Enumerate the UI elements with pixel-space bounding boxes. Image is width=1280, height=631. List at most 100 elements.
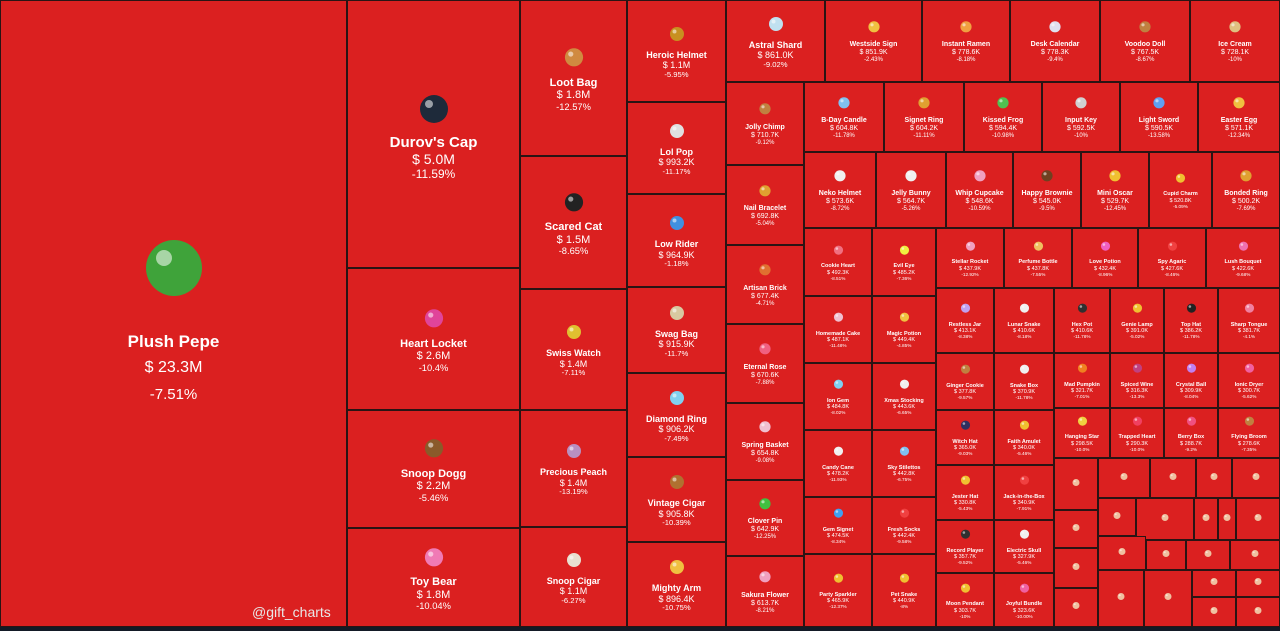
treemap-tile[interactable]: Desk Calendar $ 778.3K -9.4% — [1010, 0, 1100, 82]
treemap-tile[interactable]: Trapped Heart $ 290.3K -10.0% — [1110, 408, 1164, 458]
treemap-tile[interactable]: Crystal Ball $ 309.9K -8.04% — [1164, 353, 1218, 408]
treemap-tile-small[interactable] — [1192, 570, 1236, 597]
treemap-tile[interactable]: Light Sword $ 590.5K -13.58% — [1120, 82, 1198, 152]
treemap-tile[interactable]: Lunar Snake $ 410.6K -8.18% — [994, 288, 1054, 353]
treemap-tile[interactable]: Faith Amulet $ 340.0K -5.46% — [994, 410, 1054, 465]
treemap-tile[interactable]: Spiced Wine $ 316.3K -13.3% — [1110, 353, 1164, 408]
treemap-tile[interactable]: Cupid Charm $ 520.8K -5.09% — [1149, 152, 1212, 228]
treemap-tile[interactable]: Vintage Cigar $ 905.8K -10.39% — [627, 457, 726, 542]
treemap-tile[interactable]: Diamond Ring $ 906.2K -7.49% — [627, 373, 726, 457]
treemap-tile[interactable]: Loot Bag $ 1.8M -12.57% — [520, 0, 627, 156]
treemap-tile[interactable]: Whip Cupcake $ 548.6K -10.59% — [946, 152, 1013, 228]
treemap-tile-small[interactable] — [1218, 498, 1236, 540]
treemap-tile-small[interactable] — [1054, 548, 1098, 588]
treemap-tile[interactable]: Nail Bracelet $ 692.8K -5.04% — [726, 165, 804, 245]
treemap-tile[interactable]: Spy Agaric $ 427.6K -8.46% — [1138, 228, 1206, 288]
treemap-tile-small[interactable] — [1054, 588, 1098, 627]
treemap-tile[interactable]: Voodoo Doll $ 767.5K -8.67% — [1100, 0, 1190, 82]
treemap-tile[interactable]: Heart Locket $ 2.6M -10.4% — [347, 268, 520, 410]
treemap-tile[interactable]: Stellar Rocket $ 437.9K -12.92% — [936, 228, 1004, 288]
treemap-tile[interactable]: Signet Ring $ 604.2K -11.11% — [884, 82, 964, 152]
treemap-tile-small[interactable] — [1236, 498, 1280, 540]
treemap-tile-small[interactable] — [1236, 597, 1280, 627]
treemap-tile[interactable]: Homemade Cake $ 487.1K -11.48% — [804, 296, 872, 363]
treemap-tile[interactable]: Instant Ramen $ 778.6K -8.18% — [922, 0, 1010, 82]
treemap-tile[interactable]: Snoop Dogg $ 2.2M -5.46% — [347, 410, 520, 528]
treemap-tile-small[interactable] — [1146, 540, 1186, 570]
treemap-tile-small[interactable] — [1186, 540, 1230, 570]
treemap-tile[interactable]: Perfume Bottle $ 437.8K -7.55% — [1004, 228, 1072, 288]
treemap-tile[interactable]: Snoop Cigar $ 1.1M -6.27% — [520, 527, 627, 627]
treemap-tile[interactable]: Electric Skull $ 327.9K -5.46% — [994, 520, 1054, 573]
treemap-tile[interactable]: Ionic Dryer $ 300.7K -5.62% — [1218, 353, 1280, 408]
treemap-tile[interactable]: Fresh Socks $ 442.4K -9.58% — [872, 497, 936, 554]
treemap-tile[interactable]: Evil Eye $ 485.2K -7.36% — [872, 228, 936, 296]
treemap-tile[interactable]: Candy Cane $ 478.2K -11.93% — [804, 430, 872, 497]
treemap-tile[interactable]: Party Sparkler $ 465.9K -12.37% — [804, 554, 872, 627]
treemap-tile[interactable]: Jelly Bunny $ 564.7K -5.26% — [876, 152, 946, 228]
treemap-tile-small[interactable] — [1194, 498, 1218, 540]
treemap-tile-small[interactable] — [1098, 536, 1146, 570]
treemap-tile[interactable]: Love Potion $ 432.4K -8.96% — [1072, 228, 1138, 288]
treemap-tile[interactable]: Spring Basket $ 654.8K -9.08% — [726, 403, 804, 480]
treemap-tile[interactable]: Cookie Heart $ 492.3K -8.51% — [804, 228, 872, 296]
treemap-tile[interactable]: Mad Pumpkin $ 321.7K -7.01% — [1054, 353, 1110, 408]
treemap-tile[interactable]: Mini Oscar $ 529.7K -12.45% — [1081, 152, 1149, 228]
treemap-tile-small[interactable] — [1232, 458, 1280, 498]
treemap-tile-small[interactable] — [1098, 570, 1144, 627]
treemap-tile[interactable]: Ice Cream $ 728.1K -10% — [1190, 0, 1280, 82]
treemap-tile[interactable]: Happy Brownie $ 545.0K -9.5% — [1013, 152, 1081, 228]
treemap-tile[interactable]: Hex Pot $ 410.6K -11.78% — [1054, 288, 1110, 353]
treemap-tile[interactable]: Precious Peach $ 1.4M -13.19% — [520, 410, 627, 527]
treemap-tile[interactable]: Input Key $ 592.5K -10% — [1042, 82, 1120, 152]
treemap-tile-small[interactable] — [1150, 458, 1196, 498]
treemap-tile[interactable]: Swiss Watch $ 1.4M -7.11% — [520, 289, 627, 410]
treemap-tile[interactable]: Durov's Cap $ 5.0M -11.59% — [347, 0, 520, 268]
treemap-tile[interactable]: Clover Pin $ 642.9K -12.25% — [726, 480, 804, 556]
treemap-tile[interactable]: Pet Snake $ 440.9K -8% — [872, 554, 936, 627]
treemap-tile[interactable]: Ion Gem $ 484.8K -8.02% — [804, 363, 872, 430]
treemap-tile-small[interactable] — [1054, 458, 1098, 510]
treemap-tile[interactable]: Lol Pop $ 993.2K -11.17% — [627, 102, 726, 194]
treemap-tile[interactable]: Astral Shard $ 861.0K -9.02% — [726, 0, 825, 82]
treemap-tile[interactable]: B-Day Candle $ 604.8K -11.78% — [804, 82, 884, 152]
treemap-tile-small[interactable] — [1230, 540, 1280, 570]
treemap-tile[interactable]: Moon Pendant $ 303.7K -10% — [936, 573, 994, 627]
treemap-tile[interactable]: Ginger Cookie $ 377.8K -9.57% — [936, 353, 994, 410]
treemap-tile-small[interactable] — [1098, 498, 1136, 536]
treemap-tile[interactable]: Jolly Chimp $ 710.7K -9.12% — [726, 82, 804, 165]
treemap-tile[interactable]: Mighty Arm$ 896.4K-10.75% — [627, 542, 726, 627]
treemap-tile[interactable]: Toy Bear $ 1.8M -10.04% — [347, 528, 520, 627]
treemap-tile[interactable]: Witch Hat $ 365.0K -9.03% — [936, 410, 994, 465]
treemap-tile[interactable]: Restless Jar $ 413.1K -8.38% — [936, 288, 994, 353]
treemap-tile[interactable]: Hanging Star $ 298.5K -10.0% — [1054, 408, 1110, 458]
treemap-tile-small[interactable] — [1136, 498, 1194, 540]
treemap-tile[interactable]: Jester Hat $ 330.8K -5.43% — [936, 465, 994, 520]
treemap-tile-small[interactable] — [1196, 458, 1232, 498]
treemap-tile[interactable]: Snake Box $ 370.9K -11.78% — [994, 353, 1054, 410]
treemap-tile[interactable]: Scared Cat $ 1.5M -8.65% — [520, 156, 627, 289]
treemap-tile[interactable]: Neko Helmet $ 573.6K -8.72% — [804, 152, 876, 228]
treemap-tile[interactable]: Magic Potion $ 449.4K -4.85% — [872, 296, 936, 363]
treemap-tile[interactable]: Westside Sign $ 851.9K -2.43% — [825, 0, 922, 82]
treemap-tile[interactable]: Sharp Tongue $ 381.7K -4.1% — [1218, 288, 1280, 353]
treemap-tile[interactable]: Record Player $ 357.7K -9.52% — [936, 520, 994, 573]
treemap-tile[interactable]: Kissed Frog $ 594.4K -10.98% — [964, 82, 1042, 152]
treemap-tile[interactable]: Plush Pepe $ 23.3M -7.51% — [0, 0, 347, 627]
treemap-tile[interactable]: Bonded Ring $ 500.2K -7.69% — [1212, 152, 1280, 228]
treemap-tile-small[interactable] — [1054, 510, 1098, 548]
treemap-tile[interactable]: Heroic Helmet $ 1.1M -5.95% — [627, 0, 726, 102]
treemap-tile[interactable]: Sky Stilettos $ 442.8K -6.75% — [872, 430, 936, 497]
treemap-tile[interactable]: Easter Egg $ 571.1K -12.34% — [1198, 82, 1280, 152]
treemap-tile[interactable]: Xmas Stocking $ 443.6K -6.65% — [872, 363, 936, 430]
treemap-tile-small[interactable] — [1098, 458, 1150, 498]
treemap-tile[interactable]: Genie Lamp $ 391.0K -5.02% — [1110, 288, 1164, 353]
treemap-tile[interactable]: Swag Bag $ 915.9K -11.7% — [627, 287, 726, 373]
treemap-tile-small[interactable] — [1144, 570, 1192, 627]
treemap-tile[interactable]: Berry Box $ 288.7K -9.2% — [1164, 408, 1218, 458]
treemap-tile[interactable]: Gem Signet $ 474.5K -8.34% — [804, 497, 872, 554]
treemap-tile[interactable]: Artisan Brick $ 677.4K -4.71% — [726, 245, 804, 324]
treemap-tile-small[interactable] — [1236, 570, 1280, 597]
treemap-tile[interactable]: Jack-in-the-Box $ 340.9K -7.91% — [994, 465, 1054, 520]
treemap-tile[interactable]: Joyful Bundle $ 323.6K -10.00% — [994, 573, 1054, 627]
